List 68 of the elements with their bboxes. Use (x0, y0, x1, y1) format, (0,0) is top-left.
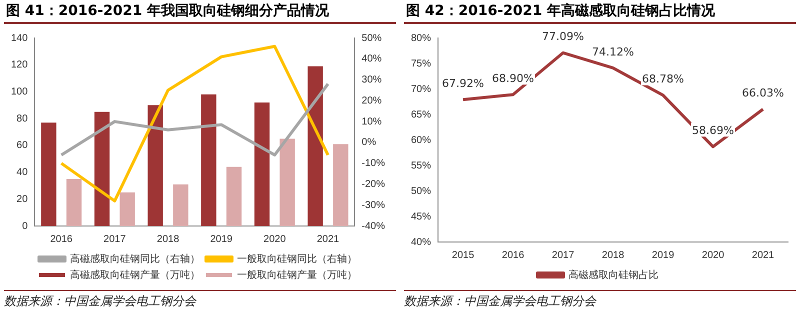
y-tick-label: 140 (10, 32, 28, 44)
legend-label: 高磁感取向硅钢产量（万吨） (70, 268, 200, 281)
y-tick-label: 45% (411, 211, 432, 222)
data-label: 67.92% (442, 76, 484, 90)
bar (120, 192, 135, 226)
x-tick-label: 2017 (104, 234, 126, 245)
bar (173, 184, 188, 226)
y2-tick-label: 50% (362, 32, 382, 44)
y-tick-label: 55% (411, 160, 432, 172)
y2-tick-label: 30% (362, 74, 382, 86)
y-tick-label: 40 (16, 167, 28, 178)
bar (148, 105, 163, 226)
bar (333, 144, 348, 226)
data-label: 74.12% (592, 45, 634, 58)
x-tick-label: 2016 (50, 234, 73, 245)
data-label: 77.09% (542, 30, 584, 44)
data-label: 66.03% (742, 86, 784, 100)
x-tick-label: 2020 (702, 250, 725, 261)
y-tick-label: 65% (411, 109, 432, 120)
y-tick-label: 60% (411, 134, 432, 146)
x-tick-label: 2020 (264, 234, 286, 245)
data-label: 58.69% (692, 124, 734, 138)
bar (66, 179, 82, 226)
x-tick-label: 2021 (316, 234, 340, 245)
y-tick-label: 50% (411, 186, 432, 197)
x-tick-label: 2017 (552, 250, 575, 261)
y-tick-label: 100 (10, 86, 28, 98)
x-tick-label: 2015 (452, 250, 475, 261)
y-tick-label: 80% (411, 32, 432, 44)
y2-tick-label: 20% (362, 95, 382, 106)
legend-label: 一般取向硅钢同比（右轴） (237, 252, 357, 265)
x-tick-label: 2018 (602, 250, 625, 261)
y-tick-label: 75% (411, 58, 432, 70)
y-tick-label: 120 (10, 60, 28, 71)
bar (226, 166, 242, 226)
y-tick-label: 60 (16, 140, 28, 152)
x-tick-label: 2019 (210, 234, 233, 245)
source-note: 数据来源：中国金属学会电工钢分会 (404, 290, 796, 312)
x-tick-label: 2021 (752, 250, 775, 261)
data-label: 68.90% (492, 72, 534, 85)
y2-tick-label: 0% (362, 137, 376, 148)
x-tick-label: 2019 (652, 250, 675, 261)
y2-tick-label: 40% (362, 54, 382, 65)
y-tick-label: 80 (16, 113, 28, 124)
y-tick-label: 20 (16, 194, 28, 205)
x-tick-label: 2018 (156, 234, 180, 245)
y2-tick-label: -40% (362, 220, 386, 232)
chart-title: 图 42：2016-2021 年高磁感取向硅钢占比情况 (404, 0, 796, 24)
bar (254, 102, 270, 226)
y2-tick-label: 10% (362, 116, 382, 128)
y2-tick-label: -10% (362, 158, 386, 170)
source-note: 数据来源：中国金属学会电工钢分会 (4, 290, 396, 312)
bar (94, 112, 110, 226)
legend-label: 一般取向硅钢产量（万吨） (237, 268, 357, 281)
chart-title: 图 41：2016-2021 年我国取向硅钢细分产品情况 (4, 0, 396, 24)
legend-label: 高磁感取向硅钢同比（右轴） (70, 252, 200, 265)
data-label: 68.78% (642, 72, 684, 86)
y2-tick-label: -30% (362, 200, 386, 211)
bar (41, 122, 56, 226)
y-tick-label: 0 (22, 220, 28, 232)
bar (280, 138, 295, 226)
bar (308, 66, 323, 226)
y-tick-label: 40% (411, 236, 432, 248)
bar (201, 94, 216, 226)
legend-label: 高磁感取向硅钢占比 (568, 268, 658, 281)
y-tick-label: 70% (411, 84, 432, 95)
y2-tick-label: -20% (362, 178, 386, 190)
x-tick-label: 2016 (502, 250, 525, 261)
